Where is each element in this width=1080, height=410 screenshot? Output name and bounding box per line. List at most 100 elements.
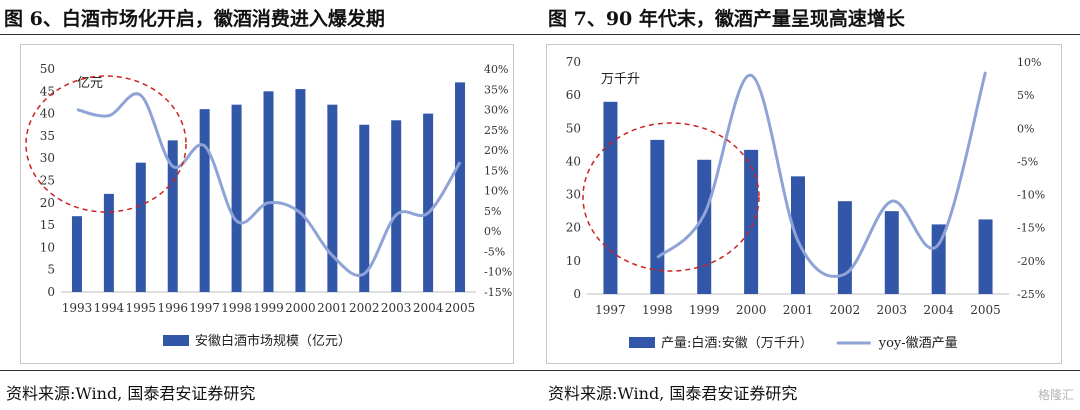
bar	[697, 159, 712, 294]
y-tick-label: 30	[40, 151, 55, 165]
y2-tick-label: 30%	[484, 104, 508, 117]
legend-bar-swatch	[629, 337, 655, 348]
x-tick-label: 2001	[783, 303, 814, 317]
bar	[167, 140, 178, 292]
chart-panel-right: 0 10 20 30 40 50 60 70 10% 5% 0% -5% -10% -15% -20% -25…	[546, 44, 1062, 364]
x-tick-label: 1996	[157, 301, 188, 315]
y-tick-label: 40	[566, 154, 581, 168]
x-tick-label: 1999	[253, 301, 284, 315]
y-tick-label: 15	[40, 218, 55, 232]
bar	[603, 101, 618, 294]
bar	[391, 120, 402, 292]
y2-tick-label: 0%	[1017, 122, 1034, 135]
bar	[791, 176, 805, 294]
x-tick-label: 2005	[970, 303, 1001, 317]
legend-bar-swatch	[163, 335, 189, 346]
x-tick-label: 2002	[830, 303, 861, 317]
figure-7-title: 图 7、90 年代末，徽酒产量呈现高速增长	[548, 8, 905, 30]
y-tick-label: 0	[47, 285, 55, 299]
figure-6-source: 资料来源:Wind, 国泰君安证券研究	[6, 384, 256, 403]
bar	[455, 82, 466, 292]
y-tick-label: 50	[40, 62, 55, 76]
bar	[837, 201, 852, 294]
y2-tick-label: -5%	[484, 245, 505, 258]
bar	[263, 91, 274, 292]
x-tick-label: 2000	[736, 303, 767, 317]
x-tick-label: 1999	[689, 303, 720, 317]
x-tick-label: 2002	[349, 301, 380, 315]
figure-7-source: 资料来源:Wind, 国泰君安证券研究	[548, 384, 798, 403]
yoy-line	[656, 71, 988, 278]
bar	[423, 113, 434, 292]
bar	[103, 193, 114, 292]
y2-tick-label: 10%	[484, 185, 508, 198]
y2-tick-label: 0%	[484, 225, 501, 238]
y2-tick-label: 25%	[484, 124, 508, 137]
bar	[231, 104, 242, 293]
y-tick-label: 40	[40, 107, 55, 121]
unit-label: 万千升	[601, 72, 640, 87]
x-tick-label: 1993	[62, 301, 93, 315]
x-tick-label: 2003	[381, 301, 412, 315]
bar	[199, 109, 210, 292]
bar	[327, 104, 338, 293]
y2-tick-label: -25%	[1017, 288, 1045, 301]
x-tick-label: 2001	[317, 301, 348, 315]
bar	[359, 124, 370, 292]
x-tick-label: 1994	[94, 301, 125, 315]
x-tick-label: 2005	[445, 301, 476, 315]
y2-tick-label: -10%	[1017, 189, 1045, 202]
y2-tick-label: 5%	[484, 205, 501, 218]
y2-tick-label: 20%	[484, 144, 508, 157]
y-tick-label: 60	[566, 88, 581, 102]
y2-tick-label: 5%	[1017, 89, 1034, 102]
y-tick-label: 45	[40, 84, 55, 98]
x-tick-label: 2004	[923, 303, 954, 317]
x-tick-label: 2003	[877, 303, 908, 317]
legend-bar-label: 安徽白酒市场规模（亿元）	[195, 333, 351, 349]
y-tick-label: 0	[573, 287, 581, 301]
watermark-text: 格隆汇	[1037, 388, 1074, 402]
y-tick-label: 5	[47, 263, 55, 277]
y-tick-label: 10	[566, 254, 581, 268]
x-tick-label: 1997	[189, 301, 220, 315]
x-tick-label: 2000	[285, 301, 316, 315]
y2-tick-label: 40%	[484, 63, 508, 76]
y-tick-label: 20	[40, 196, 55, 210]
x-tick-label: 1995	[126, 301, 157, 315]
y-tick-label: 25	[40, 174, 55, 188]
bar	[978, 219, 993, 294]
yoy-line	[76, 92, 462, 277]
x-tick-label: 1998	[642, 303, 673, 317]
y2-tick-label: -5%	[1017, 155, 1038, 168]
bar	[135, 162, 146, 292]
y-tick-label: 30	[566, 188, 581, 202]
y2-tick-label: -10%	[484, 266, 512, 279]
figure-6-title: 图 6、白酒市场化开启，徽酒消费进入爆发期	[4, 8, 385, 30]
highlight-ellipse	[582, 122, 760, 272]
y-tick-label: 35	[40, 129, 55, 143]
y2-tick-label: -20%	[1017, 255, 1045, 268]
bottom-rule	[0, 370, 1080, 371]
bar	[71, 216, 82, 292]
chart-panel-left: 0 5 10 15 20 25 30 35 40 45 50 40% 35% 30% 25% 20% 15% 10…	[20, 44, 514, 364]
bar	[884, 211, 899, 294]
legend-bar-label: 产量:白酒:安徽（万千升）	[661, 335, 813, 351]
legend-line-label: yoy-徽酒产量	[878, 336, 958, 351]
y2-tick-label: 35%	[484, 83, 508, 96]
y2-tick-label: -15%	[484, 286, 512, 299]
x-tick-label: 1998	[221, 301, 252, 315]
y2-tick-label: -15%	[1017, 222, 1045, 235]
y-tick-label: 10	[40, 240, 55, 254]
y-tick-label: 50	[566, 121, 581, 135]
x-tick-label: 2004	[413, 301, 444, 315]
highlight-ellipse	[25, 75, 187, 213]
market-size-chart: 0 5 10 15 20 25 30 35 40 45 50 40% 35% 30% 25% 20% 15% 10…	[25, 62, 512, 349]
y2-tick-label: 10%	[1017, 56, 1041, 69]
top-rule	[0, 34, 1080, 35]
y2-tick-label: 15%	[484, 164, 508, 177]
bar	[931, 224, 946, 294]
bar	[295, 89, 306, 292]
production-chart: 0 10 20 30 40 50 60 70 10% 5% 0% -5% -10% -15% -20% -25…	[566, 55, 1045, 351]
bar	[744, 149, 759, 294]
